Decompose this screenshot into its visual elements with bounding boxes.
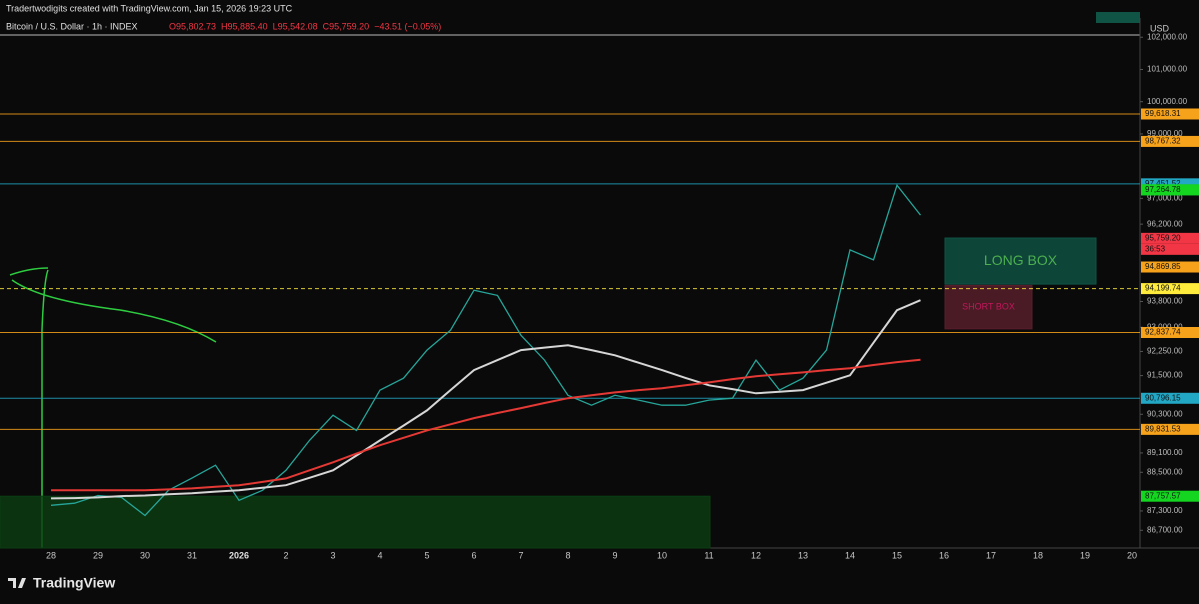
price-tag-label: 97,451.52: [1145, 179, 1181, 188]
y-tick-label: 90,300.00: [1147, 409, 1183, 418]
y-tick-label: 97,000.00: [1147, 193, 1183, 202]
x-tick-label: 29: [93, 550, 103, 560]
x-tick-label: 10: [657, 550, 667, 560]
x-tick-label: 3: [330, 550, 335, 560]
price-tag-label: 99,618.31: [1145, 109, 1181, 118]
x-tick-label: 2026: [229, 550, 249, 560]
y-tick-label: 93,800.00: [1147, 297, 1183, 306]
zone: [0, 495, 711, 549]
y-tick-label: 89,100.00: [1147, 448, 1183, 457]
brand: TradingView: [33, 575, 115, 591]
price-tag-label: 94,869.85: [1145, 262, 1181, 271]
x-tick-label: 5: [424, 550, 429, 560]
price-tag: [1141, 178, 1199, 190]
x-tick-label: 4: [377, 550, 382, 560]
series-line: [50, 183, 922, 517]
price-tag: [1141, 283, 1199, 295]
price-tag-label: 95,759.20: [1145, 233, 1181, 242]
x-tick-label: 9: [612, 550, 617, 560]
price-tag: [1141, 392, 1199, 404]
price-tag: [1141, 135, 1199, 147]
x-tick-label: 19: [1080, 550, 1090, 560]
price-tag: [1141, 108, 1199, 120]
zone: [944, 237, 1097, 285]
decoration: [1096, 12, 1140, 23]
zone-label: SHORT BOX: [962, 302, 1015, 312]
x-tick-label: 11: [704, 550, 713, 560]
series-line: [50, 299, 921, 500]
price-tag: [1141, 232, 1199, 244]
x-tick-label: 28: [46, 550, 56, 560]
brand-logo: TradingView: [8, 575, 115, 591]
ohlc-value: O95,802.73: [169, 21, 216, 31]
price-tag-label: 92,837.74: [1145, 328, 1181, 337]
symbol: Bitcoin / U.S. Dollar · 1h · INDEX: [6, 21, 138, 31]
x-tick-label: 7: [518, 550, 523, 560]
price-tag-label: 94,199.74: [1145, 284, 1181, 293]
x-tick-label: 12: [751, 550, 761, 560]
drawing: [9, 267, 217, 548]
x-tick-label: 16: [939, 550, 949, 560]
price-tag: [1141, 326, 1199, 338]
y-tick-label: 99,000.00: [1147, 129, 1183, 138]
x-tick-label: 20: [1127, 550, 1137, 560]
x-tick-label: 15: [892, 550, 902, 560]
y-tick-label: 96,200.00: [1147, 219, 1183, 228]
y-tick-label: 86,700.00: [1147, 525, 1183, 534]
logo-icon: [8, 578, 26, 588]
zone-label: LONG BOX: [984, 252, 1058, 268]
x-tick-label: 6: [471, 550, 476, 560]
y-tick-label: 93,000.00: [1147, 322, 1183, 331]
price-tag-label: 89,831.53: [1145, 424, 1181, 433]
price-tag: [1141, 490, 1199, 502]
y-tick-label: 88,500.00: [1147, 467, 1183, 476]
ohlc-value: L95,542.08: [273, 21, 318, 31]
countdown: 36:53: [1145, 244, 1166, 253]
price-tag-label: 90,796.15: [1145, 393, 1181, 402]
price-tag-label: 97,264.78: [1145, 185, 1181, 194]
y-tick-label: 87,300.00: [1147, 506, 1183, 515]
price-tag: [1141, 184, 1199, 196]
currency: USD: [1150, 23, 1170, 33]
x-tick-label: 17: [986, 550, 996, 560]
x-tick-label: 30: [140, 550, 150, 560]
price-tag: [1141, 423, 1199, 435]
x-tick-label: 8: [565, 550, 570, 560]
ohlc-value: H95,885.40: [221, 21, 268, 31]
y-tick-label: 92,250.00: [1147, 347, 1183, 356]
x-tick-label: 13: [798, 550, 808, 560]
series-line: [51, 358, 921, 492]
y-tick-label: 101,000.00: [1147, 65, 1188, 74]
y-tick-label: 91,500.00: [1147, 371, 1183, 380]
price-tag-label: 98,767.32: [1145, 137, 1181, 146]
credit: Tradertwodigits created with TradingView…: [6, 3, 293, 13]
zone: [944, 284, 1033, 330]
x-tick-label: 31: [187, 550, 197, 560]
x-tick-label: 2: [283, 550, 288, 560]
ohlc-value: C95,759.20: [323, 21, 370, 31]
y-tick-label: 100,000.00: [1147, 97, 1188, 106]
x-tick-label: 18: [1033, 550, 1043, 560]
countdown-tag: [1141, 243, 1199, 255]
ohlc-value: −43.51 (−0.05%): [374, 21, 441, 31]
price-tag: [1141, 261, 1199, 273]
y-tick-label: 102,000.00: [1147, 32, 1188, 41]
price-tag-label: 87,757.57: [1145, 491, 1181, 500]
x-tick-label: 14: [845, 550, 855, 560]
